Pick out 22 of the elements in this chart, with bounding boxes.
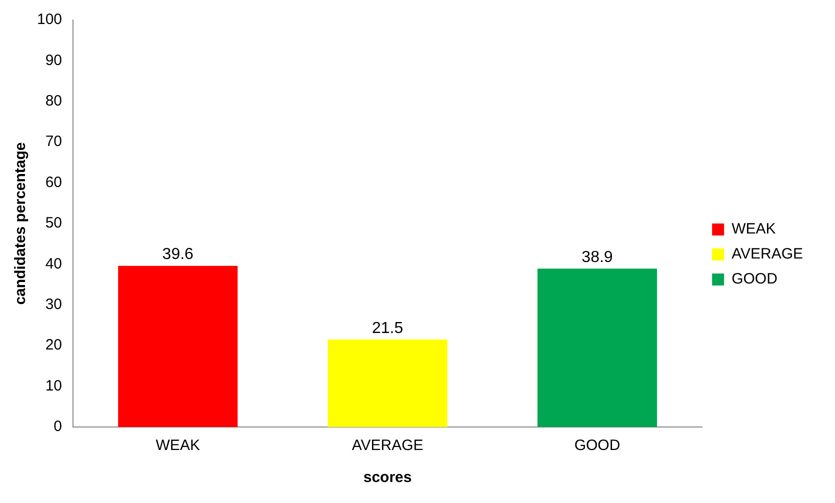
y-tick-label: 20 [45,336,62,354]
y-tick-label: 70 [45,133,62,150]
y-tick-label: 90 [45,52,62,69]
x-tick-label: AVERAGE [352,437,424,454]
y-tick-label: 0 [54,418,62,436]
data-label: 21.5 [372,320,404,337]
x-tick-label: WEAK [156,437,200,454]
y-axis-title: candidates percentage [12,142,30,305]
y-tick-label: 100 [36,11,62,28]
legend-label: WEAK [732,220,776,238]
legend-label: AVERAGE [732,246,804,263]
x-tick-label: GOOD [574,437,620,454]
y-tick-label: 80 [45,92,62,110]
y-tick-label: 50 [45,214,62,232]
y-tick-label: 60 [45,174,62,191]
data-label: 39.6 [162,246,194,264]
x-axis-title: scores [363,469,412,486]
legend-label: GOOD [732,270,778,288]
y-tick-label: 10 [45,377,62,394]
y-tick-label: 30 [45,296,62,314]
data-label: 38.9 [582,249,613,266]
y-tick-label: 40 [45,255,62,272]
